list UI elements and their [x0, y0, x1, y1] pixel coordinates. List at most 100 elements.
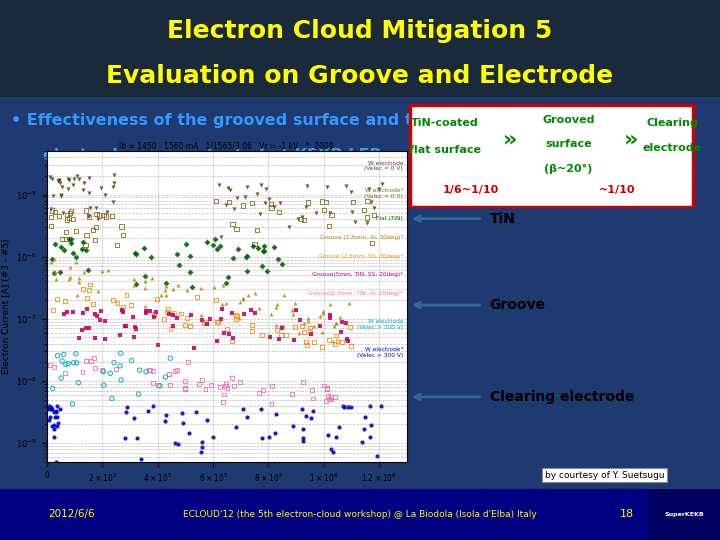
Point [325, 300, 336, 308]
Point [222, 383, 233, 392]
Point [324, 313, 336, 322]
Point [78, 179, 89, 187]
Point [89, 310, 101, 319]
Point [87, 226, 99, 234]
Point [228, 205, 240, 214]
Point [190, 407, 202, 416]
Point [266, 309, 277, 318]
Point [255, 404, 266, 413]
Point [256, 181, 267, 190]
Point [335, 328, 346, 337]
Point [256, 261, 268, 270]
Point [135, 455, 146, 463]
Point [247, 242, 258, 251]
Point [223, 329, 235, 338]
Point [148, 367, 159, 375]
Point [63, 213, 75, 222]
Point [145, 274, 157, 282]
Point [102, 207, 113, 216]
Point [66, 238, 77, 247]
Point [89, 235, 100, 244]
Point [364, 402, 375, 411]
Point [211, 318, 222, 326]
Point [237, 295, 248, 303]
Point [44, 172, 55, 181]
Point [81, 206, 92, 215]
Point [140, 302, 151, 310]
Text: »: » [503, 130, 518, 150]
Point [50, 268, 61, 277]
Point [160, 410, 171, 419]
Point [292, 214, 304, 223]
Point [219, 328, 230, 337]
Point [366, 198, 377, 206]
Point [112, 298, 123, 307]
Point [336, 338, 348, 346]
Point [307, 407, 318, 416]
Point [106, 212, 117, 221]
Point [181, 314, 193, 322]
Point [302, 314, 314, 322]
Point [328, 337, 339, 346]
Point [58, 245, 69, 254]
Point [226, 373, 238, 382]
Point [64, 209, 76, 218]
Point [338, 403, 350, 411]
Point [55, 191, 66, 199]
Point [107, 296, 119, 305]
Point [302, 198, 314, 207]
Point [276, 330, 287, 339]
Point [80, 356, 91, 365]
Text: SuperKEKB: SuperKEKB [664, 512, 704, 517]
Point [47, 191, 58, 200]
Point [252, 244, 264, 252]
Point [202, 320, 213, 328]
Point [336, 317, 348, 326]
Point [270, 321, 282, 329]
Point [214, 383, 225, 391]
Point [47, 384, 58, 393]
Point [361, 213, 373, 222]
Point [231, 194, 243, 202]
Point [147, 402, 158, 410]
Point [224, 186, 235, 194]
Point [99, 316, 110, 325]
Point [84, 280, 95, 289]
Point [168, 308, 180, 317]
Point [322, 384, 333, 393]
Point [253, 389, 265, 397]
Point [334, 313, 346, 322]
Point [148, 378, 159, 387]
Point [241, 183, 253, 192]
Point [346, 208, 358, 217]
Point [197, 316, 208, 325]
Point [139, 277, 150, 286]
Point [65, 234, 76, 243]
Point [337, 401, 348, 410]
Point [50, 458, 62, 467]
Point [263, 194, 274, 203]
Point [316, 197, 328, 206]
Point [227, 220, 238, 228]
Point [271, 300, 283, 308]
Point [184, 322, 196, 331]
Text: »: » [624, 130, 639, 150]
Point [154, 382, 166, 390]
Point [48, 421, 59, 430]
Point [126, 356, 138, 365]
Point [80, 246, 91, 254]
Point [128, 274, 140, 283]
Point [92, 214, 104, 223]
Point [56, 356, 68, 365]
Point [220, 298, 232, 307]
Point [297, 425, 308, 434]
Point [130, 279, 142, 288]
Point [173, 261, 184, 269]
Point [304, 323, 315, 332]
Point [108, 171, 120, 180]
Point [89, 333, 100, 342]
Point [49, 207, 60, 216]
Point [246, 306, 257, 314]
Point [81, 294, 93, 302]
Point [47, 306, 58, 314]
